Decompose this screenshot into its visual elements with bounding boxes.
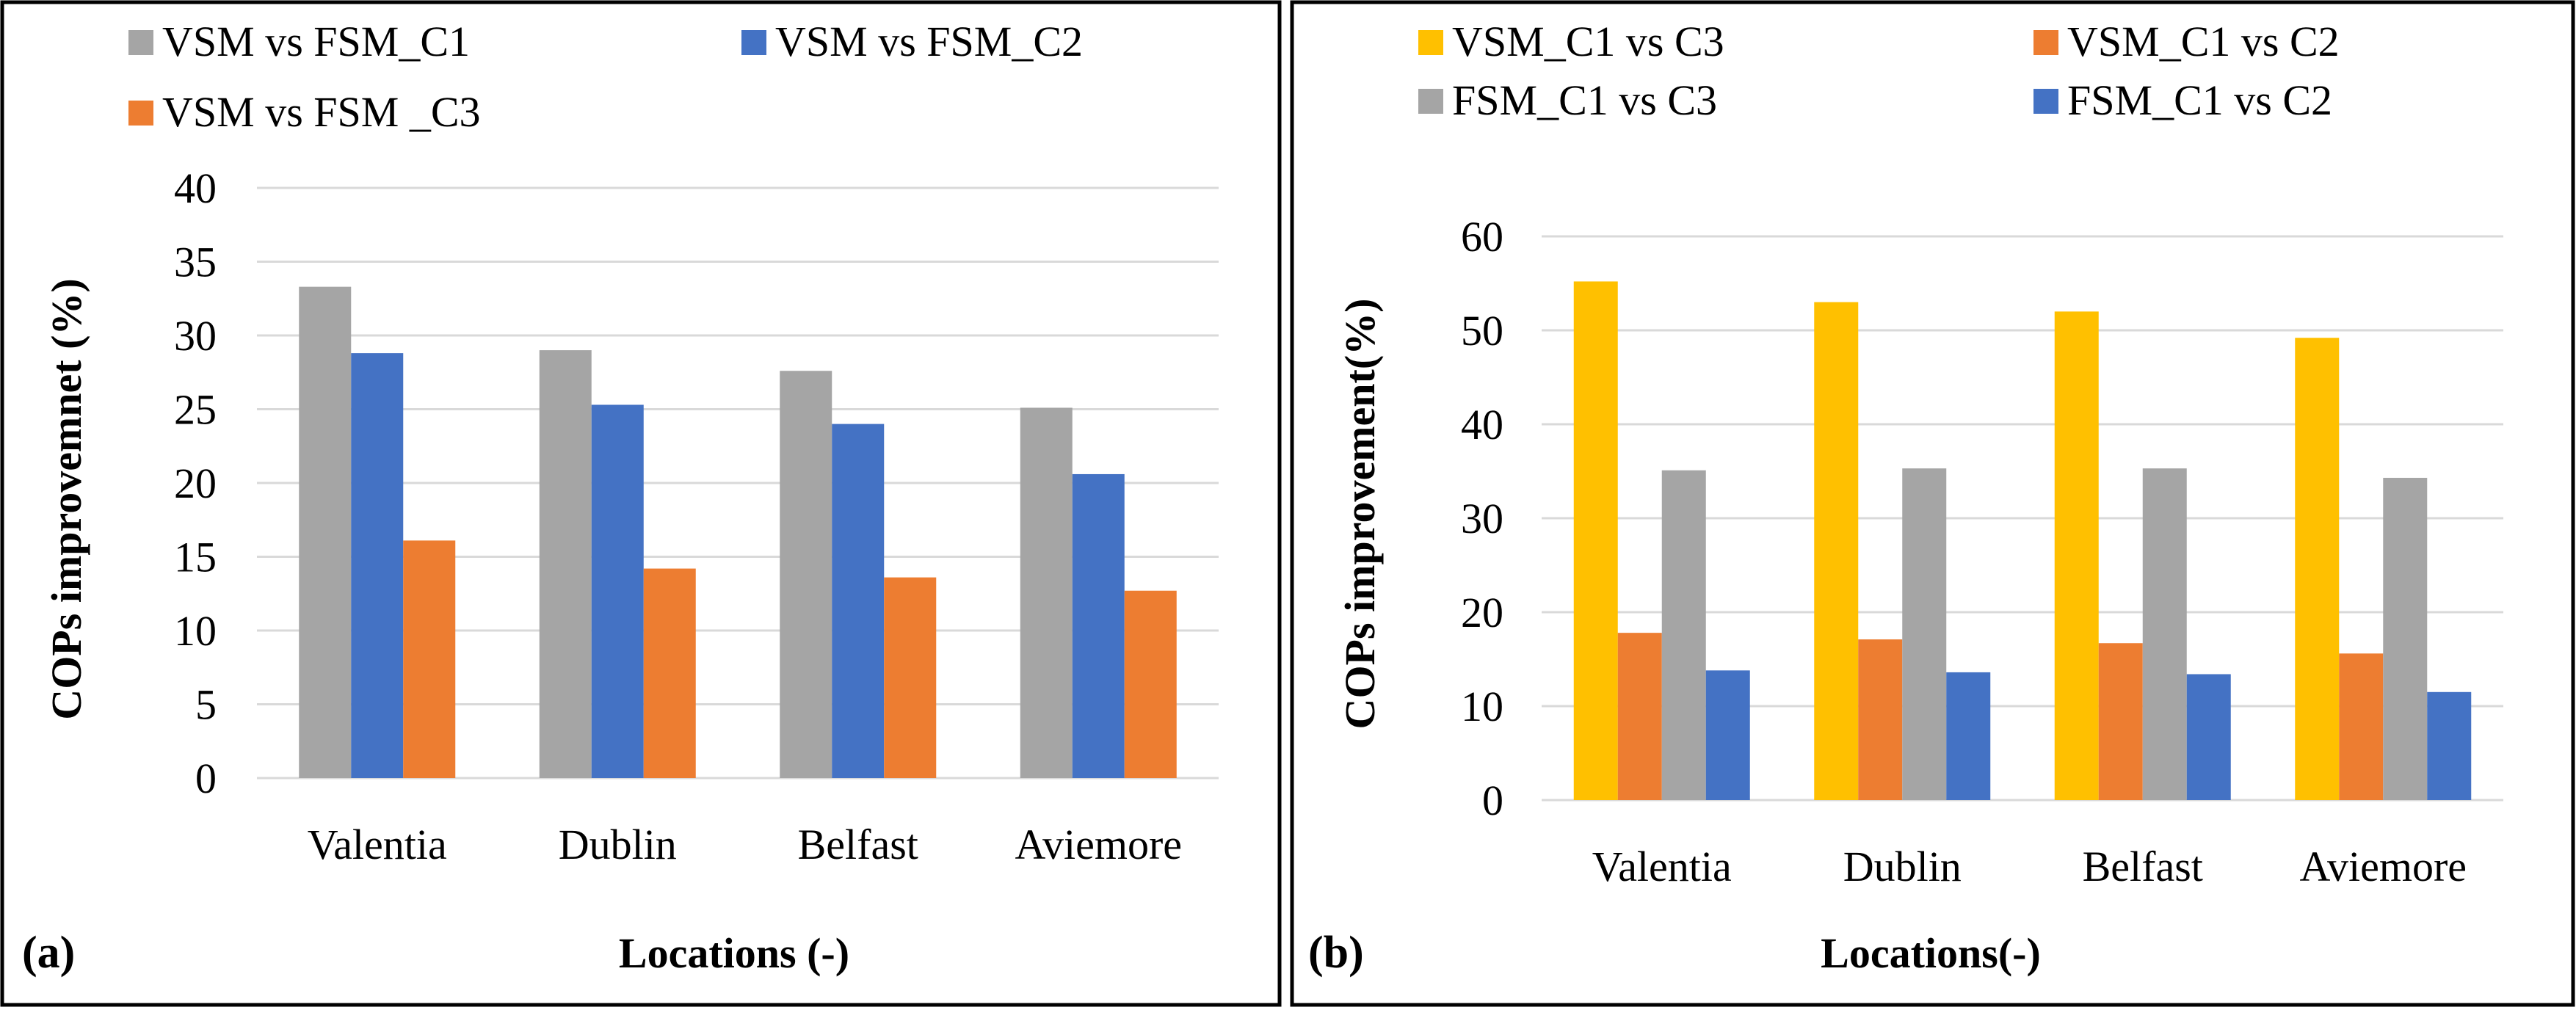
legend-label: VSM vs FSM _C3 <box>162 88 481 136</box>
bar-dublin-series-1 <box>1814 302 1859 801</box>
y-tick-label: 50 <box>1461 307 1503 355</box>
panel-a-y-axis-title: COPs improvemnet (%) <box>43 278 90 719</box>
bar-valentia-series-4 <box>1705 670 1750 800</box>
panel-b-y-axis-title: COPs improvement(%) <box>1336 299 1384 730</box>
panel-a-x-axis-title: Locations (-) <box>619 929 849 977</box>
bar-belfast-series-1 <box>2054 311 2099 800</box>
legend-label: VSM_C1 vs C2 <box>2067 18 2340 65</box>
y-tick-label: 15 <box>174 534 217 581</box>
bar-belfast-series-3 <box>884 577 937 778</box>
bar-dublin-series-1 <box>539 350 592 779</box>
bar-valentia-series-2 <box>1617 633 1662 800</box>
legend-label: VSM vs FSM_C2 <box>775 18 1083 65</box>
bar-belfast-series-2 <box>2098 643 2143 800</box>
x-tick-label-belfast: Belfast <box>798 821 918 868</box>
bar-valentia-series-3 <box>1661 470 1706 800</box>
bar-aviemore-series-2 <box>1072 473 1125 778</box>
legend-swatch <box>128 30 153 55</box>
y-tick-label: 30 <box>174 312 217 360</box>
y-tick-label: 10 <box>174 607 217 655</box>
legend-label: VSM_C1 vs C3 <box>1452 18 1724 65</box>
panel-b-label: (b) <box>1308 928 1364 978</box>
y-tick-label: 10 <box>1461 683 1503 730</box>
y-tick-label: 40 <box>174 164 217 212</box>
y-tick-label: 20 <box>1461 589 1503 636</box>
x-tick-label-belfast: Belfast <box>2083 843 2203 890</box>
bar-valentia-series-2 <box>351 353 404 778</box>
panel-b-x-axis-title: Locations(-) <box>1821 929 2041 977</box>
y-tick-label: 35 <box>174 239 217 286</box>
panel-a-frame <box>0 0 1282 1007</box>
legend-label: FSM_C1 vs C2 <box>2067 76 2332 124</box>
legend-swatch <box>2033 89 2058 114</box>
bar-aviemore-series-1 <box>1020 407 1073 778</box>
x-tick-label-valentia: Valentia <box>308 821 447 868</box>
bar-valentia-series-1 <box>1573 281 1618 800</box>
bar-valentia-series-1 <box>299 286 352 778</box>
panel-b-bars <box>1573 281 2472 801</box>
y-tick-label: 40 <box>1461 401 1503 448</box>
x-tick-label-dublin: Dublin <box>1843 843 1962 890</box>
bar-dublin-series-2 <box>591 404 644 778</box>
x-tick-label-valentia: Valentia <box>1592 843 1732 890</box>
chart-panel-a: 0 5 10 15 20 25 30 35 40 Valentia Dublin Belfast Av… <box>0 0 1282 1007</box>
y-tick-label: 0 <box>1482 777 1503 824</box>
legend-label: FSM_C1 vs C3 <box>1452 76 1717 124</box>
panel-b-x-ticks: Valentia Dublin Belfast Aviemore <box>1592 843 2467 890</box>
bar-dublin-series-3 <box>643 568 696 778</box>
bar-dublin-series-4 <box>1946 672 1991 800</box>
bar-belfast-series-1 <box>780 371 832 778</box>
bar-aviemore-series-3 <box>2383 477 2428 800</box>
y-tick-label: 5 <box>195 681 217 729</box>
bar-aviemore-series-3 <box>1124 590 1177 778</box>
panel-b-y-ticks: 0 10 20 30 40 50 60 <box>1461 213 1503 824</box>
bar-dublin-series-2 <box>1858 639 1903 800</box>
panel-a-x-ticks: Valentia Dublin Belfast Aviemore <box>308 821 1182 868</box>
panel-a-label: (a) <box>22 928 75 978</box>
y-tick-label: 25 <box>174 386 217 434</box>
panel-b-legend: VSM_C1 vs C3 VSM_C1 vs C2 FSM_C1 vs C3 FSM_… <box>1418 18 2340 124</box>
bar-valentia-series-3 <box>403 540 456 778</box>
legend-swatch <box>741 30 766 55</box>
legend-swatch <box>2033 30 2058 55</box>
y-tick-label: 20 <box>174 459 217 507</box>
panel-a-y-ticks: 0 5 10 15 20 25 30 35 40 <box>174 164 217 802</box>
chart-panel-b: 0 10 20 30 40 50 60 Valentia Dublin Belfast Aviem… <box>1290 0 2575 1007</box>
y-tick-label: 60 <box>1461 213 1503 261</box>
y-tick-label: 30 <box>1461 495 1503 542</box>
bar-belfast-series-4 <box>2186 674 2231 800</box>
bar-dublin-series-3 <box>1902 468 1947 800</box>
legend-swatch <box>1418 30 1443 55</box>
bar-belfast-series-3 <box>2142 468 2187 800</box>
panel-a-legend: VSM vs FSM_C1 VSM vs FSM_C2 VSM vs FSM _C3 <box>128 18 1083 136</box>
bar-aviemore-series-1 <box>2295 338 2340 800</box>
panel-b-frame <box>1290 0 2575 1007</box>
x-tick-label-aviemore: Aviemore <box>2299 843 2467 890</box>
x-tick-label-dublin: Dublin <box>559 821 677 868</box>
bar-aviemore-series-2 <box>2339 653 2384 800</box>
bar-belfast-series-2 <box>832 424 885 778</box>
bar-aviemore-series-4 <box>2427 691 2472 800</box>
legend-swatch <box>128 101 153 126</box>
legend-swatch <box>1418 89 1443 114</box>
panel-a-bars <box>299 286 1177 779</box>
legend-label: VSM vs FSM_C1 <box>162 18 470 65</box>
x-tick-label-aviemore: Aviemore <box>1015 821 1182 868</box>
y-tick-label: 0 <box>195 755 217 802</box>
